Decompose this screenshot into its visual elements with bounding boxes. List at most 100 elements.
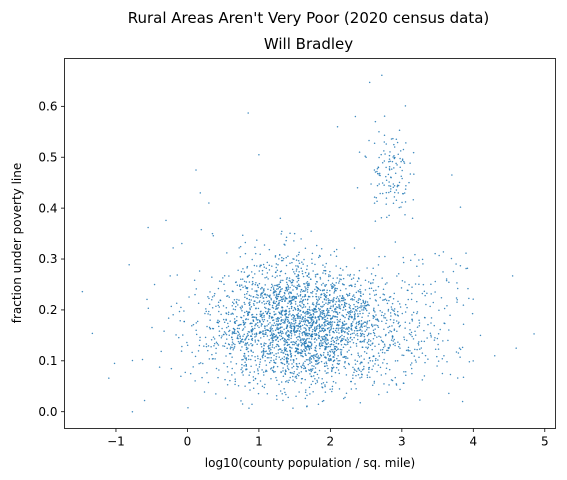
scatter-point — [275, 284, 278, 286]
scatter-point — [375, 314, 377, 316]
scatter-point — [296, 281, 298, 283]
scatter-point — [376, 168, 379, 170]
scatter-point — [318, 344, 321, 347]
scatter-point — [244, 285, 247, 287]
scatter-point — [416, 300, 418, 303]
scatter-point — [388, 154, 391, 157]
scatter-point — [341, 325, 343, 327]
scatter-point — [365, 352, 368, 354]
scatter-point — [370, 282, 372, 285]
scatter-point — [281, 300, 283, 302]
scatter-point — [213, 338, 216, 340]
scatter-point — [330, 283, 332, 286]
scatter-point — [364, 301, 367, 304]
scatter-point — [304, 332, 306, 334]
scatter-point — [334, 287, 337, 290]
scatter-point — [131, 359, 134, 362]
scatter-point — [355, 370, 358, 373]
scatter-point — [294, 322, 297, 324]
scatter-point — [228, 352, 231, 355]
scatter-point — [426, 337, 428, 339]
scatter-point — [266, 356, 269, 359]
scatter-point — [383, 184, 385, 186]
scatter-point — [395, 162, 397, 165]
scatter-point — [301, 300, 303, 303]
scatter-point — [318, 318, 320, 321]
scatter-point — [322, 282, 324, 285]
scatter-point — [207, 296, 209, 298]
scatter-point — [242, 324, 245, 326]
scatter-point — [276, 328, 278, 330]
scatter-point — [269, 312, 271, 315]
scatter-point — [320, 284, 323, 286]
scatter-point — [383, 317, 385, 319]
scatter-point — [372, 267, 374, 270]
scatter-point — [364, 338, 366, 341]
scatter-point — [314, 337, 317, 340]
scatter-point — [271, 327, 274, 330]
scatter-point — [455, 297, 458, 299]
scatter-point — [360, 361, 362, 364]
scatter-point — [436, 365, 438, 367]
scatter-point — [195, 322, 198, 324]
scatter-point — [329, 345, 332, 348]
scatter-point — [279, 348, 281, 350]
scatter-point — [369, 359, 372, 362]
scatter-point — [261, 313, 263, 315]
scatter-point — [250, 349, 252, 351]
scatter-point — [318, 357, 320, 360]
scatter-point — [250, 295, 252, 297]
scatter-point — [341, 326, 343, 329]
scatter-point — [321, 311, 323, 314]
scatter-point — [295, 375, 297, 377]
scatter-point — [147, 226, 149, 229]
scatter-point — [277, 316, 279, 319]
scatter-point — [376, 319, 378, 321]
scatter-point — [317, 357, 319, 359]
scatter-point — [237, 304, 239, 306]
scatter-point — [465, 252, 467, 254]
scatter-point — [273, 371, 275, 373]
scatter-point — [385, 191, 388, 194]
scatter-point — [418, 259, 420, 261]
scatter-point — [245, 310, 248, 313]
scatter-point — [343, 343, 346, 345]
scatter-point — [274, 362, 277, 364]
scatter-point — [266, 325, 268, 327]
scatter-point — [313, 311, 316, 313]
scatter-point — [427, 323, 429, 326]
scatter-point — [335, 366, 338, 369]
scatter-point — [326, 317, 329, 320]
scatter-point — [278, 258, 280, 260]
scatter-point — [208, 297, 210, 300]
scatter-point — [207, 381, 210, 384]
scatter-point — [379, 366, 382, 369]
scatter-point — [308, 386, 311, 389]
x-tick-label: 5 — [541, 435, 549, 449]
scatter-point — [273, 333, 275, 336]
scatter-point — [398, 303, 401, 305]
scatter-point — [392, 202, 395, 204]
scatter-point — [289, 232, 291, 234]
scatter-point — [246, 335, 248, 337]
scatter-point — [366, 320, 369, 322]
scatter-point — [259, 265, 261, 268]
scatter-point — [250, 299, 252, 301]
scatter-point — [360, 305, 362, 307]
scatter-point — [336, 316, 339, 318]
scatter-point — [307, 344, 309, 346]
scatter-point — [367, 340, 370, 342]
scatter-point — [286, 350, 288, 353]
scatter-point — [338, 299, 341, 301]
scatter-point — [423, 329, 425, 332]
scatter-point — [301, 338, 304, 340]
scatter-point — [203, 345, 205, 347]
scatter-point — [279, 331, 281, 334]
scatter-point — [255, 316, 258, 319]
scatter-point — [270, 326, 272, 328]
scatter-point — [459, 265, 462, 267]
scatter-point — [287, 288, 290, 290]
scatter-point — [346, 343, 349, 345]
scatter-point — [292, 407, 294, 409]
scatter-point — [215, 367, 218, 370]
